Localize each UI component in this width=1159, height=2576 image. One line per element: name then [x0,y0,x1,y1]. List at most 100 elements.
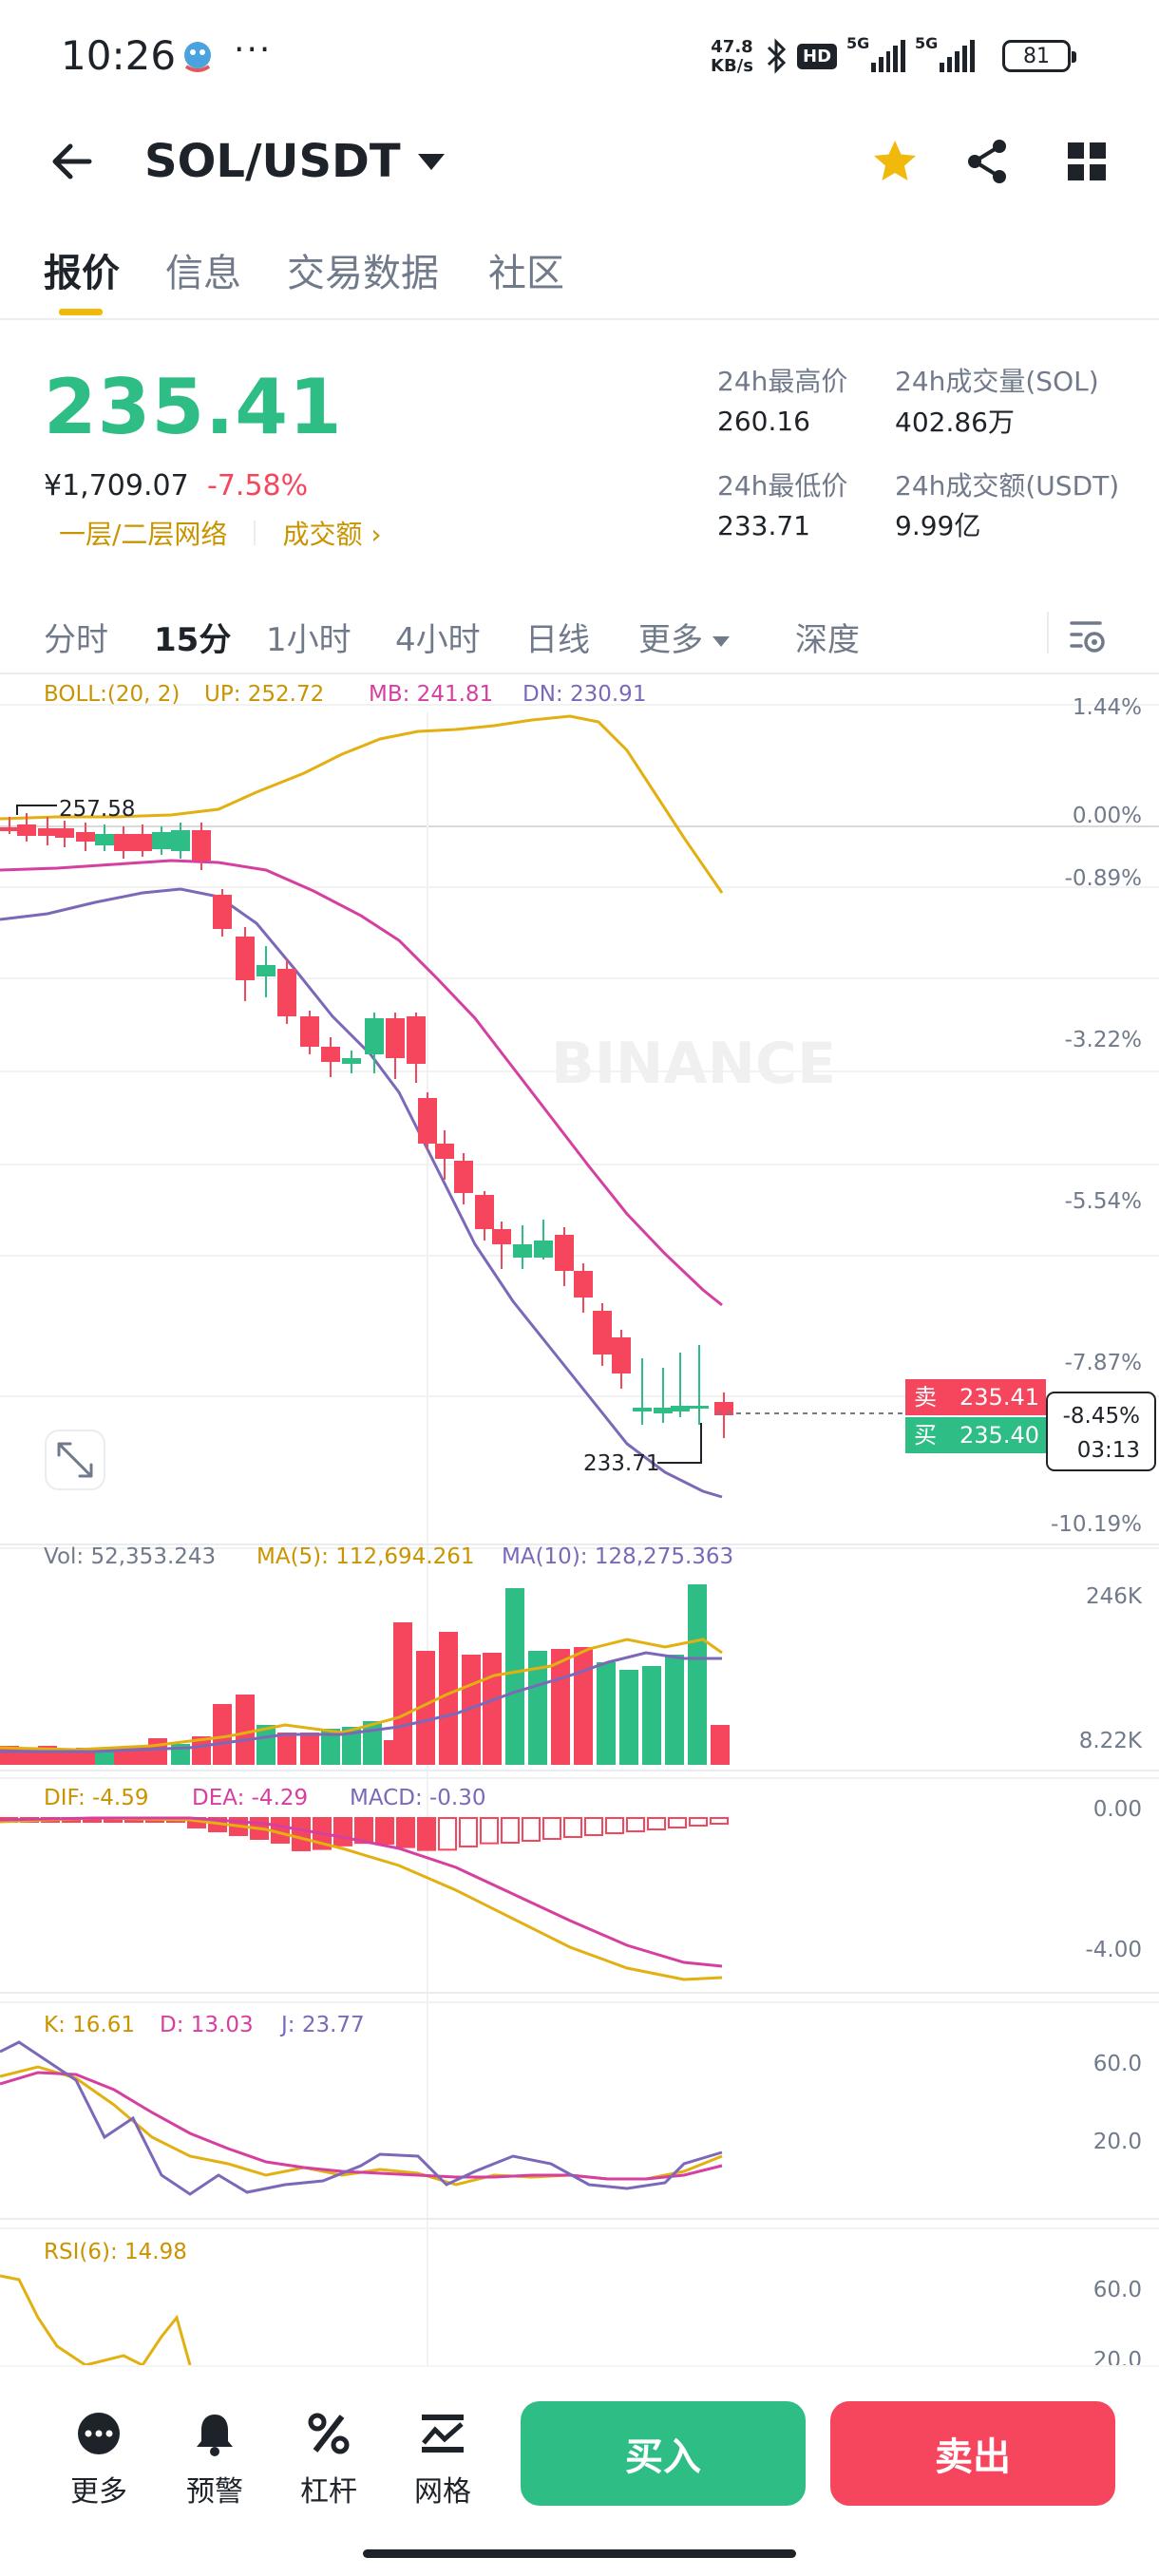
interval-15m[interactable]: 15分 [154,621,232,659]
macd-axis-top: 0.00 [1093,1797,1142,1822]
volume-bar-20 [393,1622,412,1765]
binance-watermark: BINANCE [551,1031,836,1097]
buy-tag-price: 235.40 [960,1422,1039,1449]
macd-bar-34 [710,1817,729,1825]
turnover-label: 24h成交额(USDT) [895,470,1120,502]
candle-body-24 [475,1195,494,1229]
category-tags: 一层/二层网络 成交额 › [59,514,382,552]
boll-up-label: UP: 252.72 [204,682,324,707]
low-label: 24h最低价 [717,470,848,502]
volume-bar-22 [439,1632,458,1765]
macd-dea-legend: DEA: -4.29 [192,1786,308,1810]
macd-dif-legend: DIF: -4.59 [44,1786,149,1810]
interval-timeshare[interactable]: 分时 [44,621,108,659]
countdown: 03:13 [1077,1438,1140,1463]
fullscreen-expand-icon[interactable] [45,1430,105,1490]
more-button[interactable]: 更多 [51,2409,146,2510]
tag-turnover[interactable]: 成交额 › [282,519,382,550]
volume-bar-13 [256,1725,276,1765]
boll-dn-line [0,887,723,1499]
favorite-star-icon[interactable] [870,137,920,186]
tab-info[interactable]: 信息 [165,252,241,295]
share-icon[interactable] [963,137,1013,186]
candle-body-4 [76,832,95,842]
macd-bar-24 [501,1817,520,1844]
candle-body-28 [555,1235,574,1271]
kdj-j-legend: J: 23.77 [279,2013,365,2037]
axis-pct-5: -7.87% [1065,1351,1142,1375]
axis-pct-2: -0.89% [1065,866,1142,891]
grid-menu-icon[interactable] [1062,137,1112,186]
macd-bar-28 [584,1817,603,1836]
tab-community[interactable]: 社区 [488,252,564,295]
volume-bar-3 [57,1750,76,1765]
macd-bar-27 [563,1817,582,1838]
candle-body-9 [171,830,190,851]
buy-button[interactable]: 买入 [521,2401,806,2506]
candle-body-36 [714,1402,733,1415]
candle-body-15 [300,1016,319,1047]
boll-up-line [0,714,724,894]
macd-value-legend: MACD: -0.30 [350,1786,486,1810]
boll-mb-label: MB: 241.81 [369,682,493,707]
kline-chart[interactable]: BINANCE BOLL:(20, 2) UP: 252.72 MB: 241.… [0,674,1159,2365]
more-notifications-icon: ··· [234,30,273,69]
volume-bar-33 [688,1584,707,1765]
back-arrow-icon[interactable] [46,135,99,188]
app-notification-icon [184,42,211,72]
volume-bar-12 [236,1695,255,1765]
candle-body-23 [454,1161,473,1193]
volume-bar-16 [321,1729,340,1765]
grid-trading-button[interactable]: 网格 [395,2409,490,2510]
candle-body-21 [418,1098,437,1144]
macd-bar-31 [647,1817,666,1830]
volume-bar-27 [551,1649,570,1765]
interval-1d[interactable]: 日线 [525,621,590,659]
leverage-button[interactable]: 杠杆 [281,2409,376,2510]
chart-settings-icon[interactable] [1068,616,1110,657]
axis-pct-4: -5.54% [1065,1189,1142,1214]
macd-bar-16 [333,1817,352,1847]
interval-bar: 分时 15分 1小时 4小时 日线 更多 深度 [0,598,1159,674]
interval-4h[interactable]: 4小时 [395,621,481,659]
alert-button[interactable]: 预警 [167,2409,262,2510]
tag-layer-network[interactable]: 一层/二层网络 [59,519,228,550]
tab-quote[interactable]: 报价 [44,252,120,295]
sell-button[interactable]: 卖出 [830,2401,1115,2506]
macd-axis-bottom: -4.00 [1085,1938,1142,1962]
kdj-k-legend: K: 16.61 [44,2013,135,2037]
interval-depth[interactable]: 深度 [795,621,860,659]
vol-ma10-line [0,1651,722,1753]
volume-bar-28 [574,1647,593,1765]
macd-bar-32 [668,1817,687,1828]
pair-title: SOL/USDT [144,135,401,188]
volume-bar-8 [148,1738,167,1765]
candle-body-2 [38,828,57,836]
battery-icon: 81 [1002,40,1077,72]
pair-selector[interactable]: SOL/USDT [144,135,445,188]
kdj-d-legend: D: 13.03 [160,2013,254,2037]
buy-tag-label: 买 [914,1422,937,1449]
volume-bar-24 [483,1653,502,1765]
macd-bar-33 [689,1817,708,1827]
kdj-axis-bottom: 20.0 [1093,2130,1142,2154]
bluetooth-icon [767,38,787,74]
macd-dea-line [0,1816,723,1968]
leverage-icon [308,2413,350,2454]
active-tab-indicator [59,309,103,315]
candle-body-33 [654,1408,673,1413]
sell-price-tag [905,1379,1046,1415]
turnover-value: 9.99亿 [895,510,981,541]
kdj-d-line [0,2071,723,2181]
vol-ma10-legend: MA(10): 128,275.363 [502,1544,733,1569]
volume-bar-25 [505,1588,524,1765]
pair-header: SOL/USDT [0,114,1159,209]
current-pct: -8.45% [1063,1404,1140,1429]
tab-trading-data[interactable]: 交易数据 [287,252,439,295]
interval-1h[interactable]: 1小时 [266,621,352,659]
candle-body-27 [534,1241,553,1258]
interval-more[interactable]: 更多 [638,614,730,660]
home-indicator [363,2549,796,2558]
candle-body-1 [17,824,36,836]
candle-body-26 [513,1244,532,1258]
